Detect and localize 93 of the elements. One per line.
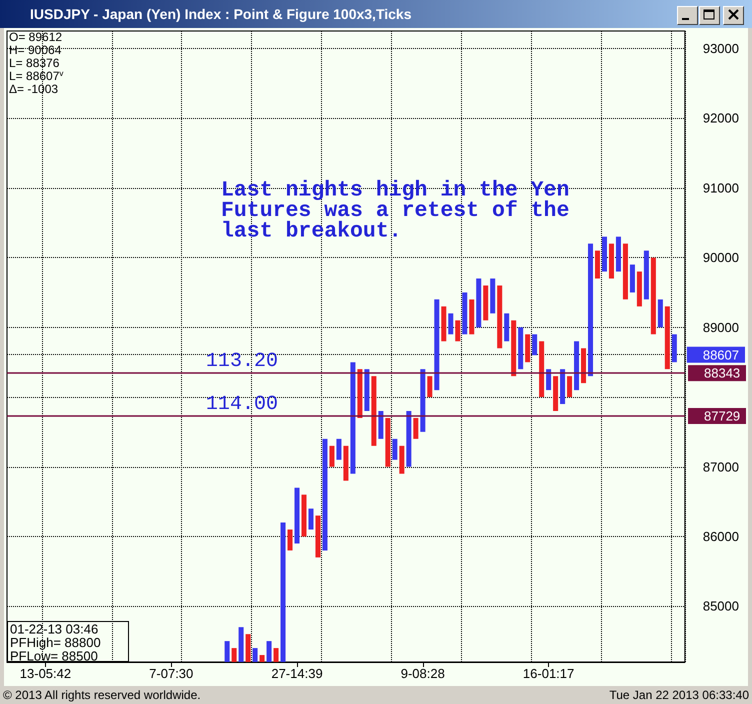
bar xyxy=(301,494,307,536)
y-tick-label: 93000 xyxy=(702,40,740,56)
bar xyxy=(252,648,258,662)
bar xyxy=(581,348,586,384)
bar xyxy=(560,369,566,404)
bar xyxy=(238,627,244,662)
bar xyxy=(441,306,446,342)
bar xyxy=(490,278,496,314)
bar xyxy=(329,446,334,467)
y-tick-label: 89000 xyxy=(702,320,740,335)
bar xyxy=(511,320,516,376)
annotation: O= 89612 xyxy=(9,30,62,44)
bar xyxy=(294,488,300,544)
bar xyxy=(644,250,649,300)
y-tick-label: 92000 xyxy=(702,110,740,126)
bar xyxy=(539,341,544,398)
annotation: PFHigh= 88800 xyxy=(10,635,101,650)
bar xyxy=(588,244,594,376)
y-tick-label: 88607 xyxy=(702,348,740,363)
bar xyxy=(427,376,432,398)
bar xyxy=(413,418,418,439)
bar xyxy=(650,258,656,334)
bar xyxy=(532,334,538,356)
annotation: Last nights high in the Yen Futures was a retest of the last breakout. xyxy=(221,178,570,244)
bar xyxy=(455,320,460,342)
annotation: Δ= -1003 xyxy=(9,82,58,96)
bar xyxy=(636,272,642,306)
bar xyxy=(608,244,614,279)
ref-line-label: 87729 xyxy=(704,408,740,424)
bar xyxy=(288,530,293,550)
bar xyxy=(574,341,580,390)
x-tick-label: 7-07:30 xyxy=(149,666,194,681)
annotation: PFLow= 88500 xyxy=(10,648,98,664)
bar xyxy=(308,508,314,530)
bar xyxy=(364,369,370,411)
bar xyxy=(392,438,398,460)
bar xyxy=(462,292,468,334)
y-tick-label: 91000 xyxy=(702,180,740,196)
text: Tue Jan 22 2013 06:33:40 xyxy=(609,688,749,702)
bar xyxy=(406,410,412,467)
bar xyxy=(594,250,600,279)
text: © 2013 All rights reserved worldwide. xyxy=(3,688,201,702)
annotation: 114.00 xyxy=(206,392,278,416)
bar xyxy=(553,376,558,411)
bar xyxy=(483,285,488,320)
bar xyxy=(622,244,628,300)
bar xyxy=(504,313,510,342)
bar xyxy=(469,299,474,334)
bar xyxy=(434,299,440,390)
bar xyxy=(602,236,607,272)
bar xyxy=(336,438,342,460)
annotation: 113.20 xyxy=(206,350,278,374)
bar xyxy=(280,522,286,662)
bar xyxy=(672,334,677,362)
bar xyxy=(664,306,670,370)
y-tick-label: 86000 xyxy=(702,528,740,544)
bar xyxy=(448,313,454,334)
bar xyxy=(518,327,524,370)
bar xyxy=(350,362,356,474)
bar xyxy=(420,369,426,432)
chart-title: IUSDJPY - Japan (Yen) Index : Point & Figure 100x3,Ticks xyxy=(30,5,412,24)
annotation: 01-22-13 03:46 xyxy=(10,622,98,636)
bar xyxy=(616,236,621,272)
bar xyxy=(343,446,348,481)
y-tick-label: 87000 xyxy=(702,459,740,474)
y-tick-label: 85000 xyxy=(702,598,740,614)
ref-line-label: 88343 xyxy=(704,366,740,381)
x-tick-label: 16-01:17 xyxy=(522,666,574,681)
bar xyxy=(357,369,362,418)
x-tick-label: 9-08:28 xyxy=(400,666,445,681)
bar xyxy=(224,641,230,662)
y-tick-label: 90000 xyxy=(702,250,740,266)
bar xyxy=(246,634,251,662)
bar xyxy=(260,655,265,662)
annotation: L= 88376 xyxy=(9,56,60,70)
bar xyxy=(322,438,328,550)
bar xyxy=(232,648,237,662)
bar xyxy=(567,376,572,398)
bar xyxy=(476,278,482,328)
bar xyxy=(378,410,384,439)
bar xyxy=(630,264,635,292)
bar xyxy=(525,334,530,362)
bar xyxy=(385,418,390,467)
bar xyxy=(266,641,272,662)
bar xyxy=(399,446,404,474)
bar xyxy=(315,516,320,558)
x-tick-label: 13-05:42 xyxy=(20,666,72,681)
bar xyxy=(371,376,376,446)
bar xyxy=(658,299,663,328)
x-tick-label: 27-14:39 xyxy=(271,666,323,681)
bar xyxy=(497,285,502,348)
bar xyxy=(274,648,279,662)
bar xyxy=(546,369,552,390)
